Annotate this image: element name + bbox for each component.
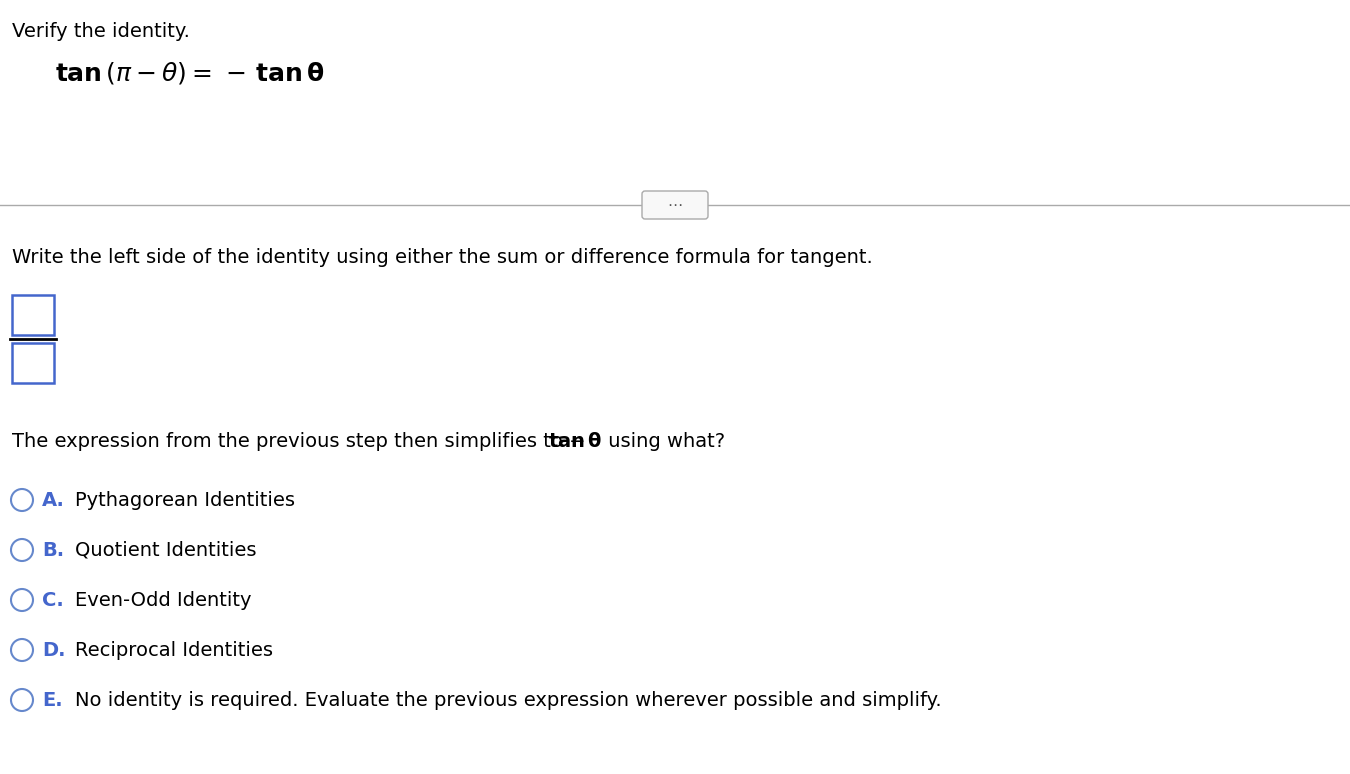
FancyBboxPatch shape — [12, 295, 54, 335]
Text: Write the left side of the identity using either the sum or difference formula f: Write the left side of the identity usin… — [12, 248, 872, 267]
Text: A.: A. — [42, 491, 65, 509]
Text: $\bf{tan}$$\,(\pi-\theta)=$$\,-\,$$\bf{tan}\,\theta$: $\bf{tan}$$\,(\pi-\theta)=$$\,-\,$$\bf{t… — [55, 60, 324, 86]
Text: B.: B. — [42, 540, 65, 560]
Text: Reciprocal Identities: Reciprocal Identities — [76, 641, 273, 659]
Text: E.: E. — [42, 690, 62, 710]
Text: $\bf{tan}\,\theta$: $\bf{tan}\,\theta$ — [548, 432, 602, 451]
Text: using what?: using what? — [602, 432, 725, 451]
Text: Even-Odd Identity: Even-Odd Identity — [76, 591, 251, 609]
Text: C.: C. — [42, 591, 63, 609]
Circle shape — [11, 639, 32, 661]
Circle shape — [11, 589, 32, 611]
Circle shape — [11, 539, 32, 561]
FancyBboxPatch shape — [12, 343, 54, 383]
Circle shape — [11, 689, 32, 711]
Text: Verify the identity.: Verify the identity. — [12, 22, 190, 41]
Text: No identity is required. Evaluate the previous expression wherever possible and : No identity is required. Evaluate the pr… — [76, 690, 942, 710]
Text: The expression from the previous step then simplifies to −: The expression from the previous step th… — [12, 432, 591, 451]
Text: ⋯: ⋯ — [667, 197, 683, 213]
Text: D.: D. — [42, 641, 66, 659]
Text: Quotient Identities: Quotient Identities — [76, 540, 256, 560]
Text: Pythagorean Identities: Pythagorean Identities — [76, 491, 296, 509]
Circle shape — [11, 489, 32, 511]
FancyBboxPatch shape — [643, 191, 707, 219]
